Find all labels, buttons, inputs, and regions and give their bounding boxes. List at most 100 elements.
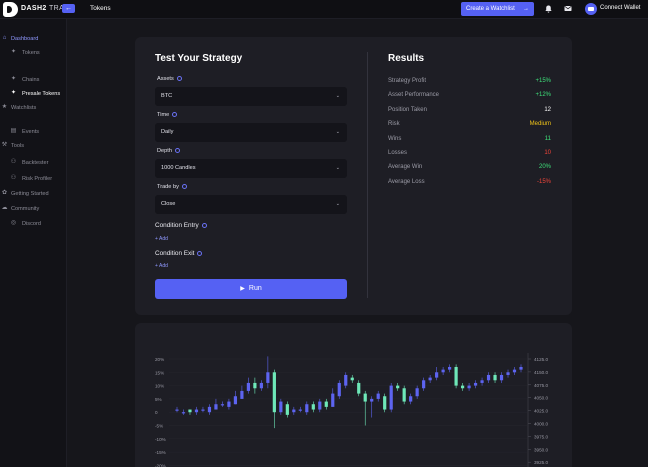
candle-body[interactable] — [409, 396, 413, 402]
add-exit-condition-link[interactable]: + Add — [155, 263, 168, 269]
candle-body[interactable] — [194, 409, 199, 413]
candle-body[interactable] — [493, 374, 497, 381]
sidebar-item-backtester[interactable]: ⚇ Backtester — [0, 158, 67, 170]
candle-body[interactable] — [253, 382, 257, 389]
candle-body[interactable] — [331, 393, 335, 407]
candle-body[interactable] — [467, 385, 471, 389]
candle-body[interactable] — [220, 404, 225, 406]
candle-body[interactable] — [305, 404, 309, 413]
candle-body[interactable] — [188, 409, 192, 413]
candle-body[interactable] — [370, 398, 374, 402]
wallet-icon[interactable] — [585, 3, 597, 15]
candle-body[interactable] — [246, 382, 250, 391]
candlestick-chart[interactable]: 20% 15% 10% 5% 0 -5% -10% -15% -20% 4125.0 4150.0 4… — [135, 323, 572, 467]
candle-body[interactable] — [519, 366, 523, 370]
result-label: Risk — [388, 121, 400, 128]
candle-body[interactable] — [499, 374, 504, 381]
candle-body[interactable] — [383, 396, 387, 410]
candle-body[interactable] — [473, 382, 478, 386]
candle-body[interactable] — [402, 388, 406, 402]
sidebar-item-dashboard[interactable]: ⌂ Dashboard — [0, 34, 67, 46]
sidebar-item-getting-started[interactable]: ✿ Getting Started — [0, 189, 67, 201]
result-value: 10 — [544, 150, 551, 156]
result-value: +15% — [535, 78, 551, 84]
candle-body[interactable] — [266, 372, 270, 383]
brand-name[interactable]: DASH2 TRADE — [21, 5, 75, 12]
candle-body[interactable] — [441, 369, 445, 373]
result-value: 20% — [538, 164, 551, 171]
candle-body[interactable] — [448, 366, 452, 370]
candle-body[interactable] — [175, 409, 179, 411]
bell-icon[interactable] — [545, 5, 552, 16]
sidebar-item-chains[interactable]: ✦ Chains — [0, 75, 67, 87]
candle-body[interactable] — [512, 369, 517, 373]
sidebar-item-label: Discord — [22, 221, 41, 227]
time-select[interactable]: Daily ⌄ — [155, 123, 347, 142]
candle-body[interactable] — [357, 382, 361, 394]
candle-body[interactable] — [337, 382, 341, 397]
info-icon[interactable] — [181, 184, 187, 190]
candle-body[interactable] — [389, 385, 393, 410]
candle-body[interactable] — [240, 390, 244, 399]
assets-value: BTC — [161, 93, 173, 99]
candle-body[interactable] — [285, 404, 289, 415]
info-icon[interactable] — [201, 222, 207, 228]
candle-body[interactable] — [396, 385, 400, 389]
candle-body[interactable] — [227, 401, 231, 407]
candle-body[interactable] — [350, 377, 354, 381]
candle-body[interactable] — [454, 366, 458, 386]
depth-select[interactable]: 1000 Candles ⌄ — [155, 159, 347, 178]
add-entry-condition-link[interactable]: + Add — [155, 236, 168, 242]
create-watchlist-label: Create a Watchlist — [466, 6, 515, 12]
tradeby-select[interactable]: Close ⌄ — [155, 195, 347, 214]
info-icon[interactable] — [197, 250, 203, 256]
right-axis-tick: 3975.0 — [534, 434, 548, 439]
sidebar-item-label: Getting Started — [11, 191, 49, 197]
sidebar-item-risk-profiler[interactable]: ⚇ Risk Profiler — [0, 174, 67, 186]
candle-body[interactable] — [233, 396, 238, 405]
candle-body[interactable] — [311, 404, 315, 410]
sidebar-item-discord[interactable]: ◎ Discord — [0, 219, 67, 231]
candle-body[interactable] — [181, 412, 186, 414]
sidebar-item-watchlists[interactable]: ★ Watchlists — [0, 103, 67, 115]
candle-body[interactable] — [259, 382, 263, 389]
info-icon[interactable] — [172, 112, 178, 118]
getting-started-icon: ✿ — [1, 190, 8, 196]
chart-card — [135, 323, 572, 467]
candle-body[interactable] — [272, 372, 276, 413]
candle-body[interactable] — [318, 401, 322, 410]
mail-icon[interactable] — [564, 5, 572, 15]
candle-body[interactable] — [435, 372, 439, 378]
sidebar-item-presale-tokens[interactable]: ✦ Presale Tokens — [0, 89, 67, 101]
connect-wallet-button[interactable]: Connect Wallet — [600, 5, 641, 11]
candle-body[interactable] — [376, 393, 380, 399]
sidebar-item-community[interactable]: ☁ Community — [0, 204, 67, 216]
collapse-sidebar-button[interactable]: ← — [62, 4, 75, 13]
candle-body[interactable] — [292, 409, 296, 413]
info-icon[interactable] — [174, 148, 180, 154]
candle-body[interactable] — [460, 385, 465, 389]
create-watchlist-button[interactable]: Create a Watchlist → — [461, 2, 534, 16]
candle-body[interactable] — [298, 409, 302, 411]
assets-select[interactable]: BTC ⌄ — [155, 87, 347, 106]
sidebar-item-tokens[interactable]: ✦ Tokens — [0, 48, 67, 60]
candle-body[interactable] — [480, 380, 484, 383]
candle-body[interactable] — [201, 409, 205, 411]
candle-body[interactable] — [207, 406, 212, 413]
run-button[interactable]: ▶ Run — [155, 279, 347, 299]
info-icon[interactable] — [176, 76, 182, 82]
candle-body[interactable] — [506, 372, 510, 375]
candle-body[interactable] — [428, 377, 432, 381]
candle-body[interactable] — [363, 393, 367, 402]
sidebar-item-tools[interactable]: ⚒ Tools — [0, 141, 67, 153]
candle-body[interactable] — [415, 388, 419, 397]
candle-body[interactable] — [324, 401, 328, 407]
sidebar-item-events[interactable]: ▤ Events — [0, 127, 67, 139]
candle-body[interactable] — [279, 401, 283, 413]
candle-body[interactable] — [344, 374, 348, 386]
candle-body[interactable] — [486, 374, 491, 381]
candle-body[interactable] — [422, 380, 426, 389]
logo-icon[interactable] — [3, 2, 18, 17]
candle-body[interactable] — [214, 404, 218, 410]
sidebar-item-label: Backtester — [22, 160, 49, 166]
